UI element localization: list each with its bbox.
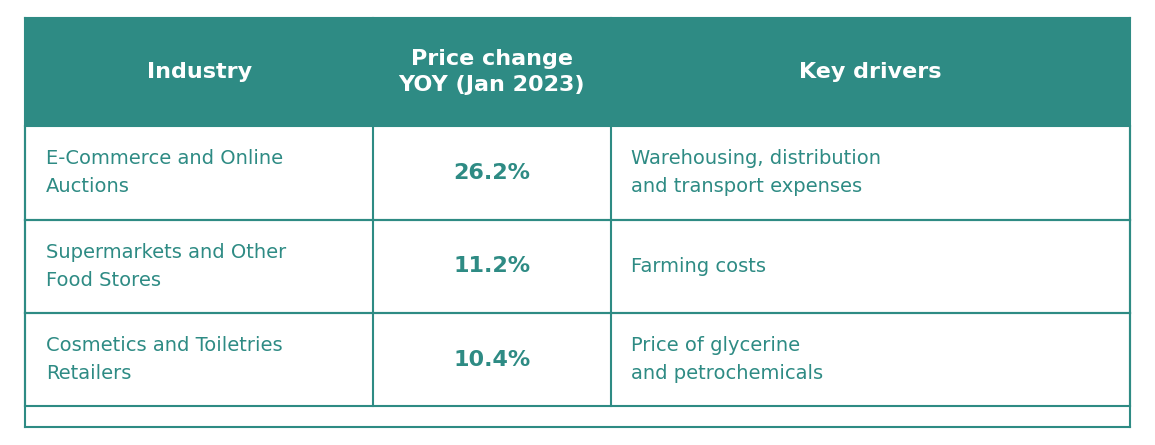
Bar bbox=[373, 313, 611, 406]
Text: Cosmetics and Toiletries
Retailers: Cosmetics and Toiletries Retailers bbox=[46, 336, 283, 383]
Bar bbox=[25, 220, 373, 313]
Text: 26.2%: 26.2% bbox=[454, 163, 530, 183]
Text: E-Commerce and Online
Auctions: E-Commerce and Online Auctions bbox=[46, 150, 283, 196]
Text: 11.2%: 11.2% bbox=[454, 256, 530, 276]
Bar bbox=[611, 220, 1130, 313]
Bar bbox=[25, 313, 373, 406]
Text: Price of glycerine
and petrochemicals: Price of glycerine and petrochemicals bbox=[632, 336, 824, 383]
Text: Industry: Industry bbox=[147, 62, 252, 82]
Text: Supermarkets and Other
Food Stores: Supermarkets and Other Food Stores bbox=[46, 243, 286, 290]
Text: 10.4%: 10.4% bbox=[453, 350, 530, 370]
Bar bbox=[611, 313, 1130, 406]
Text: Key drivers: Key drivers bbox=[799, 62, 941, 82]
Bar bbox=[25, 126, 373, 220]
Bar bbox=[373, 220, 611, 313]
Text: Farming costs: Farming costs bbox=[632, 257, 767, 276]
Text: Warehousing, distribution
and transport expenses: Warehousing, distribution and transport … bbox=[632, 150, 881, 196]
Bar bbox=[373, 18, 611, 126]
Bar bbox=[373, 126, 611, 220]
Bar bbox=[25, 18, 373, 126]
Bar bbox=[611, 126, 1130, 220]
Text: Price change
YOY (Jan 2023): Price change YOY (Jan 2023) bbox=[398, 49, 586, 95]
Bar bbox=[611, 18, 1130, 126]
